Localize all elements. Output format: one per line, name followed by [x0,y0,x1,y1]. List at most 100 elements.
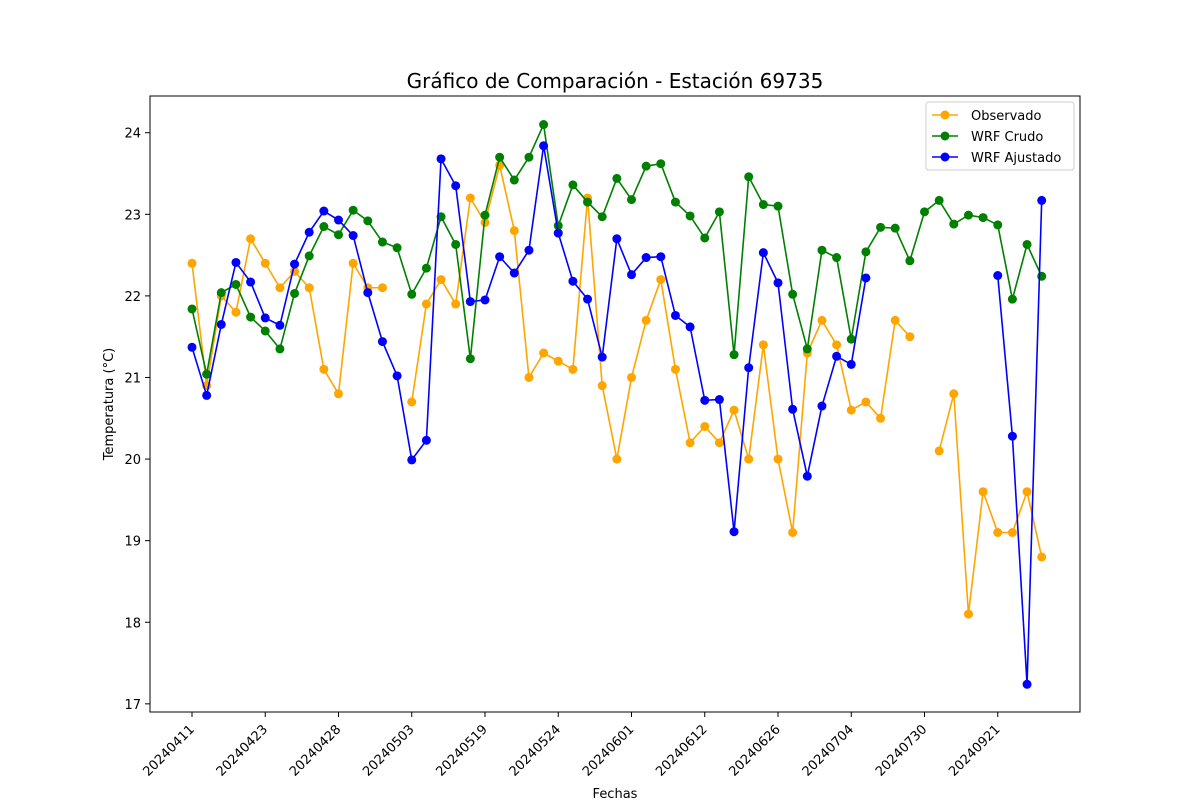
x-tick-label: 20240921 [946,722,1003,779]
data-point [861,397,871,407]
x-tick-label: 20240730 [873,722,930,779]
data-point [465,193,475,203]
y-tick-label: 23 [124,208,141,223]
data-point [685,211,695,221]
data-point [509,175,519,185]
data-point [363,288,373,298]
y-tick-label: 18 [124,616,141,631]
series-line [938,392,1043,615]
data-point [216,319,226,329]
data-point [627,270,636,280]
data-point [553,228,563,238]
data-point [319,364,329,374]
data-point [993,528,1003,537]
legend-label: Observado [971,109,1042,124]
data-point [1007,294,1017,304]
data-point [436,154,446,164]
data-point [539,120,549,130]
data-point [334,215,343,225]
data-point [861,273,871,283]
data-point [993,271,1003,280]
data-point [817,401,827,411]
data-point [377,237,387,247]
data-point [656,275,666,285]
series-line [996,200,1043,686]
data-point [495,152,505,162]
data-point [656,159,666,169]
data-point [231,279,241,289]
y-axis-label: Temperatura (°C) [102,348,117,461]
data-point [832,351,842,361]
data-point [1007,431,1017,441]
data-point [670,310,680,320]
data-point [480,295,490,305]
data-point [744,454,754,464]
x-tick-label: 20240503 [360,722,417,779]
data-point [509,226,519,236]
data-point [1022,239,1032,249]
data-point [568,364,578,374]
data-point [421,263,431,273]
data-point [861,247,871,257]
data-point [627,195,636,205]
y-tick-label: 19 [124,535,141,550]
data-point [377,337,387,347]
series-1 [187,160,1047,619]
x-tick-label: 20240423 [214,722,271,779]
data-point [539,348,549,358]
y-tick-label: 20 [124,453,141,468]
data-point [392,371,402,381]
data-point [817,245,827,255]
data-point [290,259,300,269]
data-point [187,304,197,314]
data-point [451,181,461,191]
data-point [348,258,358,268]
data-point [597,352,607,362]
x-axis-label: Fechas [593,787,638,800]
data-point [231,307,241,317]
data-point [949,389,959,399]
data-point [758,200,768,210]
data-point [319,206,329,216]
x-tick-label: 20240524 [507,722,564,779]
data-point [568,276,578,286]
data-point [275,344,285,354]
chart-title: Gráfico de Comparación - Estación 69735 [407,69,824,93]
data-point [524,372,534,382]
series-3 [187,141,1047,689]
data-point [788,289,798,299]
data-point [260,313,270,323]
data-point [539,141,549,151]
data-point [334,230,343,240]
data-point [670,197,680,207]
series-2 [187,120,1047,379]
data-point [949,219,959,229]
data-point [421,435,431,445]
data-point [641,315,651,325]
y-tick-label: 24 [124,127,141,142]
data-point [934,195,944,205]
x-tick-label: 20240519 [433,722,490,779]
data-point [202,369,212,379]
data-point [495,252,505,262]
data-point [700,395,710,405]
data-point [1022,487,1032,497]
data-point [729,527,739,537]
data-point [392,243,402,253]
data-point [436,275,446,285]
x-tick-label: 20240704 [800,722,857,779]
data-point [846,359,856,369]
x-tick-label: 20240411 [140,722,197,779]
data-point [1022,679,1032,689]
y-tick-label: 22 [124,290,141,305]
data-point [1007,528,1017,537]
data-point [773,278,783,288]
data-point [670,364,680,374]
data-point [700,233,710,243]
data-point [963,210,973,220]
data-point [788,528,798,537]
data-point [568,180,578,190]
data-point [187,258,197,268]
data-point [246,312,256,322]
data-point [729,405,739,415]
